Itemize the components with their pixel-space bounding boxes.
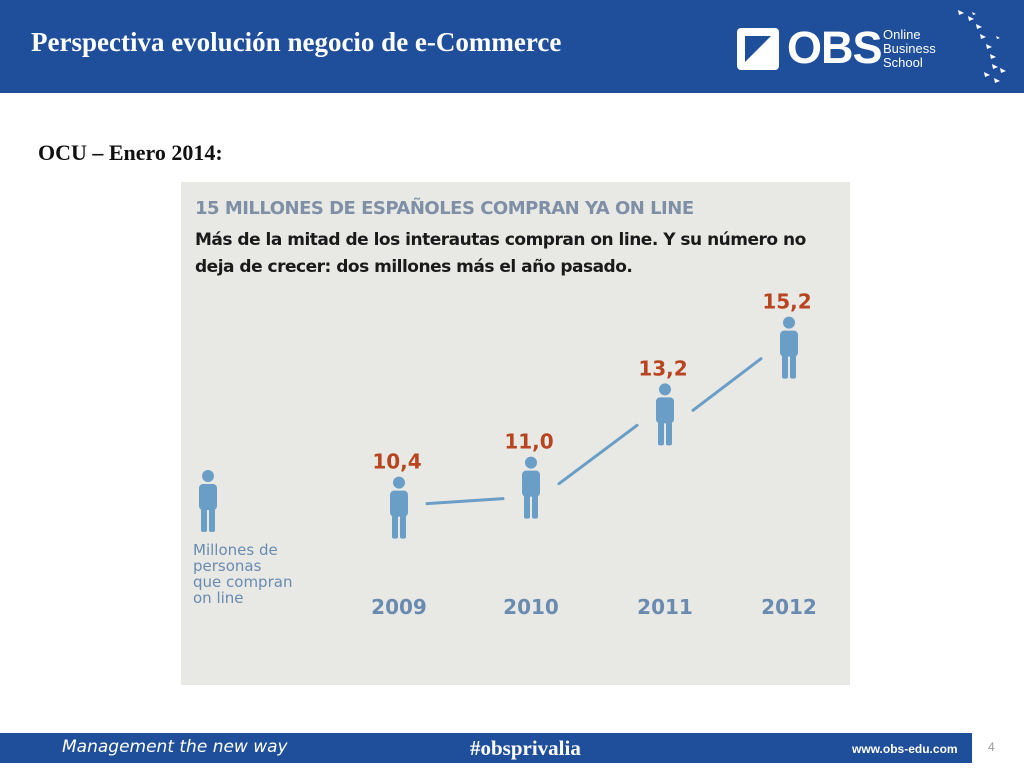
obs-logo: OBS Online Business School [737,22,937,74]
page-number: 4 [988,740,995,754]
chart-plot: 10,4 2009 11,0 2010 13,2 2011 15,2 2012 [199,290,817,619]
x-tick-label: 2009 [371,595,427,619]
slide-title: Perspectiva evolución negocio de e-Comme… [31,27,562,57]
header-bar: Perspectiva evolución negocio de e-Comme… [0,0,1024,93]
obs-logo-text: OBS [787,22,883,73]
obs-logo-icon [737,28,779,70]
person-marker-icon [390,476,408,539]
x-tick-label: 2012 [761,595,817,619]
series-line-segment [691,357,763,412]
person-marker-icon [780,316,798,379]
legend-line: Millones de [193,541,278,559]
legend-line: on line [193,589,244,607]
data-value-label: 11,0 [504,430,553,454]
logo-sub-line: Online [883,27,921,42]
footer-url-link[interactable]: www.obs-edu.com [852,742,958,756]
series-line-segment [557,423,639,486]
chart-description: Más de la mitad de los interautas compra… [195,230,806,277]
legend-line: que compran [193,573,293,591]
data-value-label: 13,2 [638,356,687,380]
chart-headline: 15 MILLONES DE ESPAÑOLES COMPRAN YA ON L… [195,198,694,219]
obs-logo-subtext: Online Business School [883,28,936,70]
footer-bar: Management the new way #obsprivalia www.… [0,733,972,763]
x-tick-label: 2010 [503,595,559,619]
series-line-segment [425,497,505,506]
footer-slogan: Management the new way [62,737,288,757]
chart-image: 15 MILLONES DE ESPAÑOLES COMPRAN YA ON L… [181,182,850,685]
person-marker-icon [522,456,540,519]
source-subtitle: OCU – Enero 2014: [38,140,223,165]
legend-line: personas [193,557,262,575]
data-value-label: 10,4 [372,450,421,474]
logo-sub-line: Business [883,41,936,56]
birds-decoration-icon [958,10,1006,83]
data-value-label: 15,2 [762,290,811,314]
legend-person-icon [199,470,217,532]
footer-hashtag: #obsprivalia [470,736,581,760]
person-marker-icon [656,383,674,446]
logo-sub-line: School [883,55,923,70]
chart-legend: Millones de personas que compran on line [193,542,333,606]
x-tick-label: 2011 [637,595,693,619]
